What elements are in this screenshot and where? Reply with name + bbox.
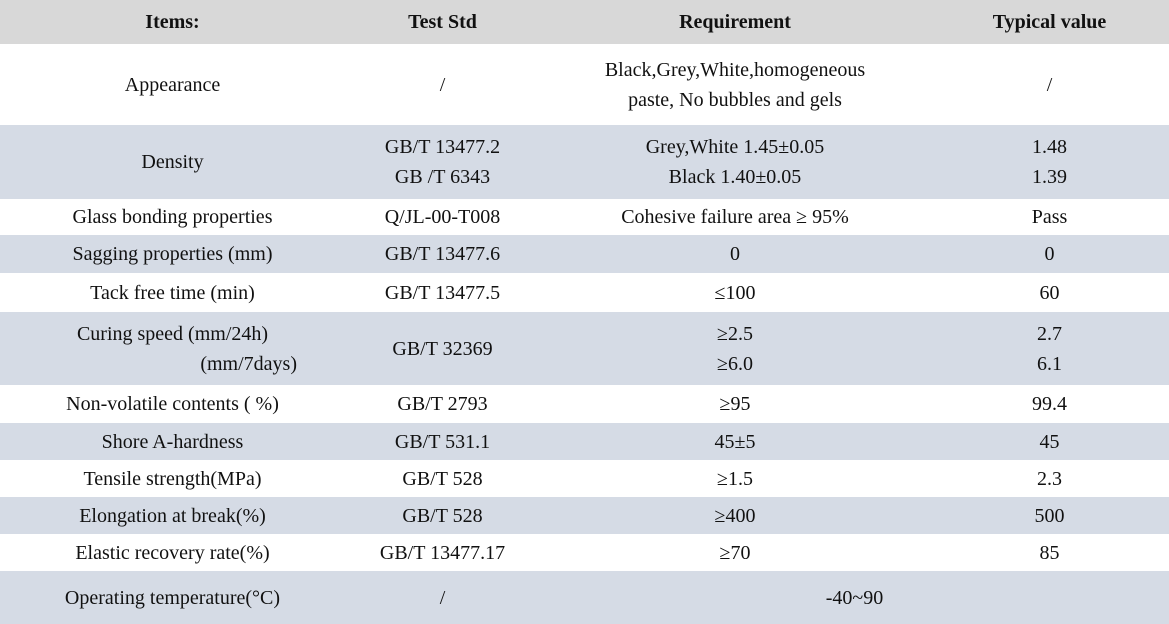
table-row: Operating temperature(°C) / -40~90 — [0, 571, 1169, 624]
requirement-cell: ≥70 — [719, 541, 751, 564]
test-std-cell: GB/T 32369 — [392, 337, 493, 360]
test-std-cell: / — [439, 73, 446, 96]
test-std-cell: Q/JL-00-T008 — [384, 206, 501, 228]
item-cell: Glass bonding properties — [72, 206, 273, 228]
test-std-cell: / — [439, 586, 446, 609]
test-std-cell: GB/T 13477.17 — [379, 541, 506, 564]
typical-value-cell: 0 — [1044, 243, 1055, 265]
test-std-cell: GB/T 2793 — [397, 393, 488, 415]
typical-value-cell: Pass — [1031, 206, 1068, 228]
table-row: Glass bonding properties Q/JL-00-T008 Co… — [0, 199, 1169, 235]
table-row: Elastic recovery rate(%) GB/T 13477.17 ≥… — [0, 534, 1169, 571]
table-row: Tack free time (min) GB/T 13477.5 ≤100 6… — [0, 273, 1169, 312]
typical-value-cell: 45 — [1039, 430, 1060, 453]
table-row: Tensile strength(MPa) GB/T 528 ≥1.5 2.3 — [0, 460, 1169, 497]
requirement-cell: Cohesive failure area ≥ 95% — [621, 206, 849, 228]
item-cell: Operating temperature(°C) — [64, 586, 281, 609]
requirement-cell: ≥1.5 — [717, 467, 753, 490]
item-line-1: Curing speed (mm/24h) — [76, 322, 269, 345]
typical-value-cell: 2.7 6.1 — [1037, 322, 1062, 375]
header-row: Items: Test Std Requirement Typical valu… — [0, 0, 1169, 44]
table-row: Appearance / Black,Grey,White,homogeneou… — [0, 44, 1169, 125]
table-row: Sagging properties (mm) GB/T 13477.6 0 0 — [0, 235, 1169, 273]
item-cell: Sagging properties (mm) — [72, 243, 273, 265]
test-std-cell: GB/T 528 — [402, 467, 483, 490]
typical-value-cell: 60 — [1039, 281, 1060, 304]
test-std-cell: GB/T 528 — [402, 504, 483, 527]
item-cell: Elongation at break(%) — [79, 504, 266, 527]
typical-value-cell: 1.48 1.39 — [1032, 136, 1067, 188]
item-cell: Elastic recovery rate(%) — [75, 541, 270, 564]
typical-value-cell: / — [1046, 73, 1053, 96]
table-row: Shore A-hardness GB/T 531.1 45±5 45 — [0, 423, 1169, 460]
requirement-cell: ≥400 — [714, 504, 756, 527]
requirement-cell: 0 — [730, 243, 740, 265]
table-row: Non-volatile contents ( %) GB/T 2793 ≥95… — [0, 385, 1169, 423]
item-cell: Curing speed (mm/24h) (mm/7days) — [0, 312, 345, 385]
requirement-cell: 45±5 — [714, 430, 756, 453]
test-std-cell: GB/T 531.1 — [394, 430, 491, 453]
table-row: Curing speed (mm/24h) (mm/7days) GB/T 32… — [0, 312, 1169, 385]
item-cell: Appearance — [124, 73, 221, 96]
column-header-typical-value: Typical value — [930, 0, 1169, 44]
table-row: Elongation at break(%) GB/T 528 ≥400 500 — [0, 497, 1169, 534]
requirement-cell: Grey,White 1.45±0.05 Black 1.40±0.05 — [645, 136, 825, 188]
requirement-cell: ≥2.5 ≥6.0 — [717, 322, 753, 375]
table-row: Density GB/T 13477.2 GB /T 6343 Grey,Whi… — [0, 125, 1169, 199]
requirement-cell: ≥95 — [719, 393, 751, 415]
item-cell: Non-volatile contents ( %) — [66, 393, 279, 415]
item-cell: Shore A-hardness — [101, 430, 244, 453]
typical-value-cell: 500 — [1034, 504, 1065, 527]
typical-value-cell: 85 — [1039, 541, 1060, 564]
item-cell: Tack free time (min) — [90, 281, 255, 304]
column-header-requirement: Requirement — [540, 0, 930, 44]
test-std-cell: GB/T 13477.6 — [384, 243, 501, 265]
column-header-test-std: Test Std — [345, 0, 540, 44]
test-std-cell: GB/T 13477.5 — [384, 281, 501, 304]
requirement-cell: ≤100 — [714, 281, 756, 304]
requirement-typical-merged-cell: -40~90 — [825, 586, 884, 609]
item-line-2: (mm/7days) — [200, 352, 297, 375]
column-header-items: Items: — [0, 0, 345, 44]
typical-value-cell: 2.3 — [1037, 467, 1062, 490]
item-cell: Density — [141, 151, 204, 173]
item-cell: Tensile strength(MPa) — [83, 467, 262, 490]
test-std-cell: GB/T 13477.2 GB /T 6343 — [384, 136, 501, 188]
requirement-cell: Black,Grey,White,homogeneous paste, No b… — [604, 58, 866, 111]
typical-value-cell: 99.4 — [1032, 393, 1067, 415]
